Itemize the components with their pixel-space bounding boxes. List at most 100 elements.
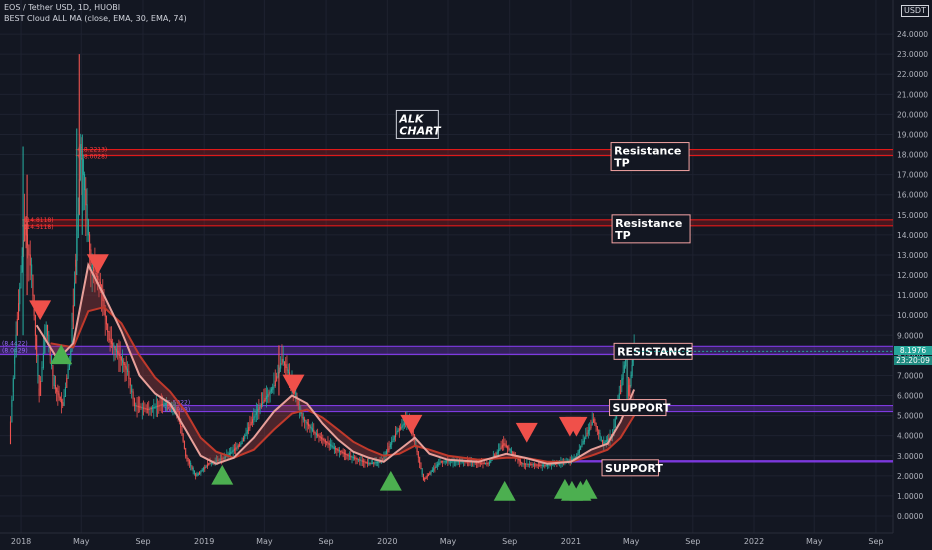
- sell-signal-marker: [86, 254, 109, 274]
- candle-body: [14, 356, 16, 380]
- candle-body: [363, 460, 365, 463]
- candle-body: [630, 374, 632, 386]
- x-tick-label: 2018: [11, 537, 31, 546]
- candle-body: [196, 474, 198, 477]
- annotation-label[interactable]: SUPPORT: [609, 399, 671, 417]
- candle-body: [455, 461, 457, 463]
- x-tick-label: Sep: [868, 537, 883, 546]
- candle-body: [287, 369, 289, 374]
- candle-body: [187, 457, 189, 462]
- annotation-box: [610, 142, 690, 172]
- candle-body: [622, 371, 624, 380]
- candle-body: [518, 458, 520, 462]
- candle-body: [12, 378, 14, 401]
- candle-body: [272, 386, 274, 390]
- candle-body: [103, 300, 105, 309]
- candle-body: [313, 429, 315, 433]
- candle-body: [625, 358, 627, 367]
- candle-body: [283, 361, 286, 366]
- candle-body: [183, 440, 185, 449]
- candle-body: [132, 391, 134, 400]
- y-tick-label: 24.0000: [897, 30, 928, 39]
- candle-body: [9, 421, 12, 445]
- candle-body: [321, 437, 323, 440]
- candle-body: [135, 405, 137, 407]
- candle-body: [89, 234, 91, 251]
- candle-body: [421, 468, 423, 475]
- candle-body: [230, 451, 232, 454]
- candle-body: [481, 462, 483, 464]
- candle-body: [315, 433, 317, 436]
- y-tick-label: 0.0000: [897, 512, 923, 521]
- candle-body: [370, 462, 372, 465]
- candle-body: [123, 361, 125, 366]
- candle-body: [327, 442, 329, 445]
- candle-body: [337, 449, 339, 451]
- candle-body: [122, 359, 124, 363]
- candle-body: [158, 405, 160, 407]
- candle-body: [311, 428, 314, 431]
- candle-body: [185, 447, 187, 457]
- candle-body: [79, 144, 81, 181]
- indicator-legend: BEST Cloud ALL MA (close, EMA, 30, EMA, …: [4, 14, 187, 23]
- candle-body: [444, 461, 446, 463]
- candle-body: [389, 443, 391, 448]
- level-price-label: (18.2213): [78, 147, 108, 154]
- candle-body: [36, 334, 38, 356]
- candle-body: [45, 324, 47, 340]
- candle-body: [28, 244, 30, 256]
- candle-body: [490, 459, 492, 463]
- x-tick-label: 2020: [377, 537, 397, 546]
- annotation-label[interactable]: SUPPORT: [601, 459, 663, 477]
- candle-body: [568, 459, 570, 462]
- candle-body: [604, 441, 606, 444]
- candle-body: [534, 464, 536, 466]
- candle-body: [351, 456, 353, 458]
- candle-body: [539, 464, 541, 466]
- candle-body: [475, 462, 478, 464]
- candle-body: [580, 446, 582, 451]
- candle-body: [473, 462, 475, 464]
- candle-body: [126, 368, 129, 372]
- candle-body: [208, 463, 210, 466]
- candle-body: [128, 370, 130, 379]
- candle-body: [608, 438, 610, 441]
- candle-body: [331, 445, 333, 448]
- candle-body: [253, 416, 255, 421]
- annotation-text: TP: [614, 157, 630, 170]
- candle-body: [155, 406, 157, 408]
- candle-body: [66, 377, 68, 388]
- sell-signal-marker: [515, 422, 538, 443]
- candle-body: [600, 436, 602, 441]
- candle-body: [222, 457, 224, 460]
- candle-body: [150, 407, 152, 410]
- candle-body: [543, 465, 545, 467]
- candle-body: [53, 374, 55, 386]
- candle-body: [164, 403, 166, 405]
- currency-unit-label[interactable]: USDT: [901, 5, 929, 17]
- candle-body: [114, 346, 116, 350]
- candle-body: [340, 450, 342, 453]
- candle-body: [572, 458, 574, 460]
- candle-body: [482, 462, 484, 464]
- candle-body: [582, 440, 584, 445]
- candle-body: [141, 407, 143, 409]
- candle-body: [223, 457, 225, 459]
- candle-body: [338, 449, 340, 452]
- level-price-label: (14.5118): [24, 224, 54, 231]
- candle-body: [393, 436, 395, 440]
- candle-body: [46, 324, 49, 336]
- y-tick-label: 21.0000: [897, 90, 928, 99]
- candle-body: [117, 350, 119, 354]
- candle-body: [477, 462, 479, 464]
- candle-body: [545, 465, 547, 467]
- y-tick-label: 19.0000: [897, 130, 928, 139]
- y-tick-label: 11.0000: [897, 291, 928, 300]
- annotation-label[interactable]: RESISTANCE: [613, 342, 693, 360]
- y-tick-label: 20.0000: [897, 110, 928, 119]
- candle-body: [162, 403, 164, 406]
